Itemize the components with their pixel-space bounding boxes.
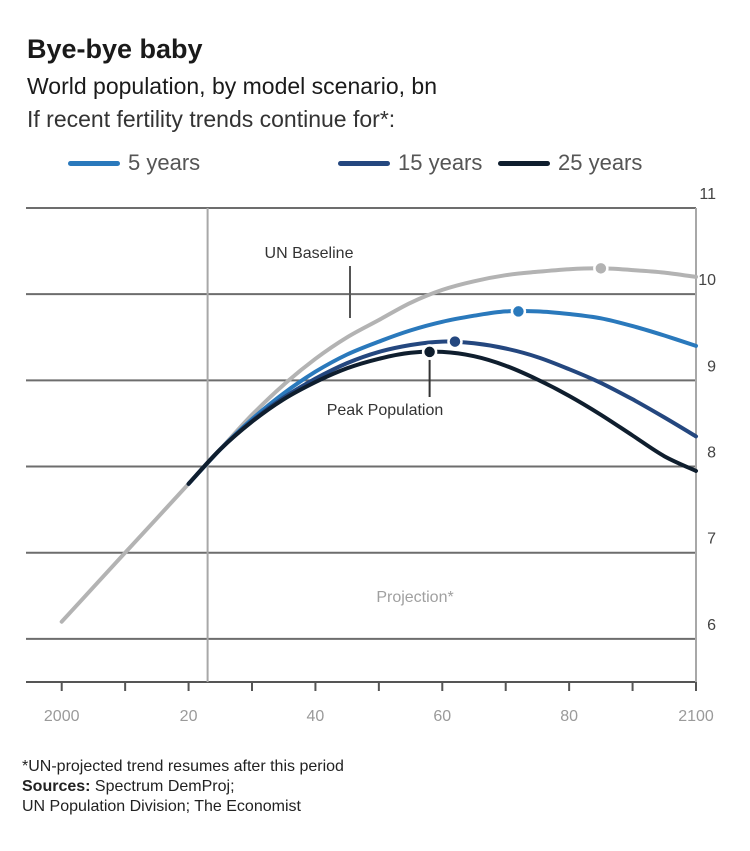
legend-swatch-5-years (68, 160, 120, 166)
y-tick-label-9: 9 (707, 358, 716, 375)
x-tick-label-2000: 2000 (44, 708, 80, 725)
legend: 5 years 15 years 25 years (68, 150, 642, 176)
series-line-25-years (186, 349, 698, 486)
legend-item-25-years: 25 years (498, 150, 642, 176)
footnote-note: *UN-projected trend resumes after this p… (22, 758, 344, 775)
legend-label-25-years: 25 years (558, 150, 643, 175)
x-tick-label-2080: 80 (560, 708, 578, 725)
y-tick-label-10: 10 (698, 272, 716, 289)
un-baseline-label: UN Baseline (265, 245, 354, 262)
series-line-un-baseline (59, 266, 698, 624)
x-tick-label-2060: 60 (433, 708, 451, 725)
peak-marker-15-years (447, 333, 463, 350)
footnote: *UN-projected trend resumes after this p… (22, 757, 344, 817)
x-tick-label-2040: 40 (307, 708, 325, 725)
legend-swatch-15-years (338, 160, 390, 166)
legend-item-15-years: 15 years (338, 150, 498, 176)
legend-swatch-25-years (498, 160, 550, 166)
peak-population-label: Peak Population (327, 402, 444, 419)
projection-label: Projection* (376, 589, 453, 606)
chart-title: Bye-bye baby (27, 34, 203, 64)
chart-subtitle-scenario: If recent fertility trends continue for*… (27, 106, 396, 132)
y-tick-label-11: 11 (699, 186, 716, 203)
peak-marker-5-years (510, 303, 527, 320)
y-tick-label-7: 7 (707, 531, 716, 548)
peak-marker-25-years (421, 344, 438, 360)
legend-label-15-years: 15 years (398, 150, 483, 175)
y-tick-label-8: 8 (707, 445, 716, 462)
legend-label-5-years: 5 years (128, 150, 201, 175)
sources-label: Sources: (22, 778, 91, 795)
footnote-sources: Sources: Spectrum DemProj; (22, 777, 344, 797)
chart-subtitle: World population, by model scenario, bn (27, 73, 437, 99)
y-tick-label-6: 6 (707, 617, 716, 634)
peak-marker-un-baseline (593, 260, 609, 277)
chart-plot: 6 7 8 9 10 11 2000 20 40 60 80 2100 Projection* UN Ba… (26, 186, 716, 725)
x-tick-label-2020: 20 (180, 708, 198, 725)
series-line-5-years (186, 308, 698, 486)
x-tick-label-2100: 2100 (678, 708, 714, 725)
sources-line2: UN Population Division; The Economist (22, 798, 301, 815)
sources-line1: Spectrum DemProj; (90, 778, 235, 795)
legend-item-5-years: 5 years (68, 150, 338, 176)
